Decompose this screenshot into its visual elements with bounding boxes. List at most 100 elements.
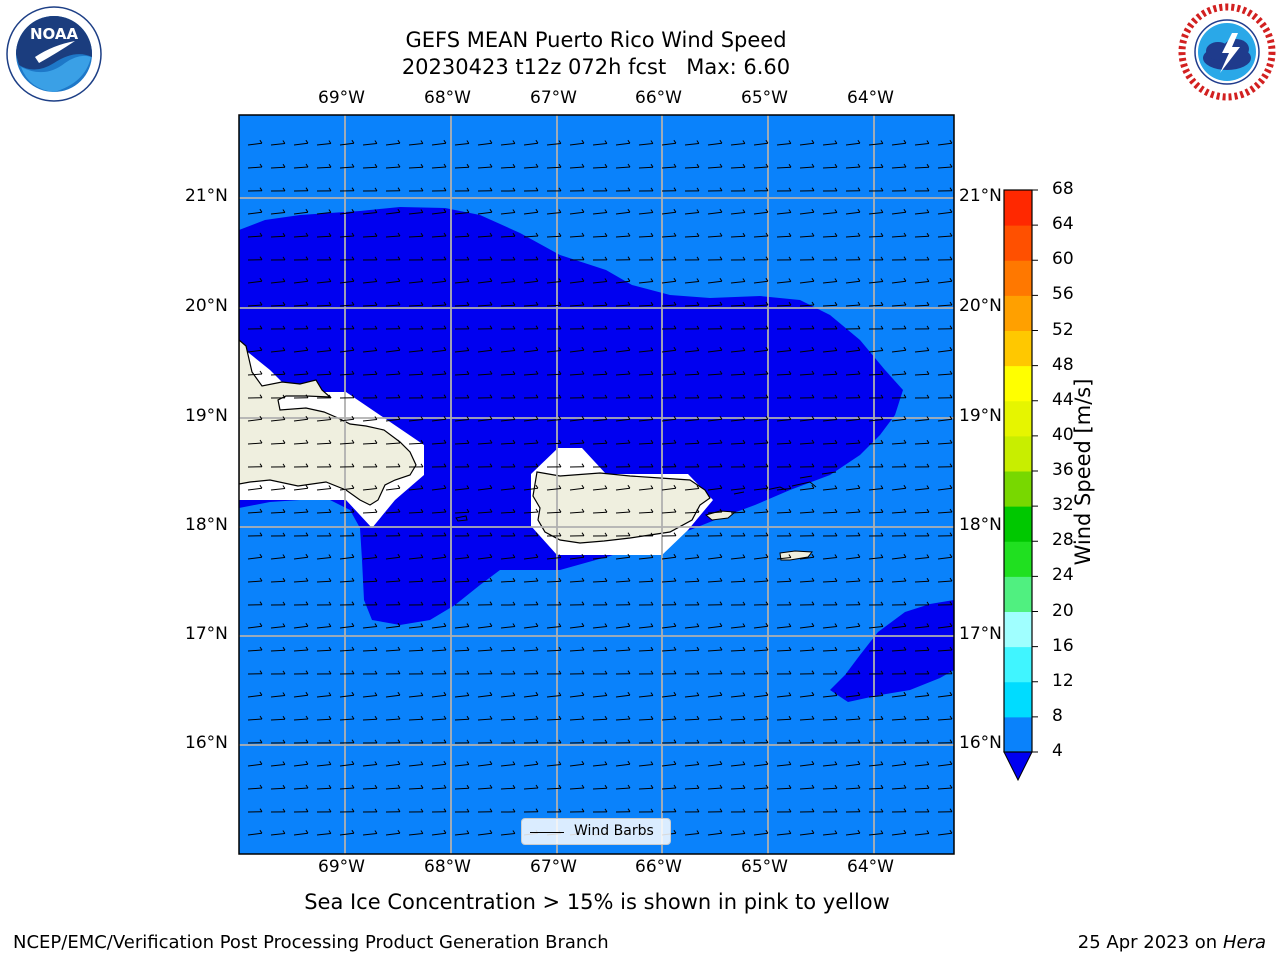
wind-barb-flag: [650, 370, 654, 375]
wind-barb-flag: [949, 415, 953, 420]
wind-barb-flag: [282, 784, 286, 789]
wind-barb-flag: [535, 808, 539, 812]
wind-barb-flag: [328, 301, 332, 306]
wind-barb: [776, 649, 792, 652]
wind-barb: [615, 235, 631, 238]
wind-barb-flag: [305, 463, 309, 467]
wind-barb-flag: [949, 622, 953, 627]
wind-barb: [454, 166, 470, 169]
wind-barb-flag: [558, 232, 562, 237]
wind-barb-flag: [719, 508, 723, 513]
wind-barb-flag: [558, 784, 562, 789]
colorbar-block: [1004, 295, 1032, 331]
wind-barb-flag: [443, 163, 447, 168]
wind-barb-flag: [949, 508, 953, 513]
wind-barb-flag: [305, 739, 309, 743]
wind-barb: [546, 143, 561, 146]
wind-barb-flag: [880, 739, 884, 744]
wind-barb-flag: [374, 256, 378, 261]
wind-barb: [661, 142, 676, 146]
wind-barb: [569, 166, 585, 169]
wind-barb-flag: [673, 139, 677, 144]
wind-barb-flag: [489, 277, 493, 282]
wind-barb-flag: [558, 808, 562, 813]
wind-barb-flag: [351, 553, 355, 558]
wind-barb-flag: [420, 670, 424, 675]
wind-barb-flag: [374, 554, 378, 558]
wind-barb-flag: [742, 278, 746, 282]
wind-barb-flag: [696, 439, 700, 444]
wind-barb-flag: [466, 739, 470, 744]
wind-barb: [753, 211, 768, 215]
wind-barb-flag: [719, 784, 723, 789]
wind-barb-flag: [466, 370, 470, 375]
wind-barb-flag: [259, 394, 263, 398]
wind-barb-flag: [512, 370, 516, 375]
wind-barb-flag: [259, 208, 263, 213]
wind-barb: [362, 626, 377, 629]
wind-barb-flag: [305, 760, 309, 765]
wind-barb-flag: [765, 622, 769, 627]
wind-barb: [500, 787, 516, 790]
wind-barb-flag: [489, 646, 493, 651]
wind-barb-flag: [650, 601, 654, 606]
wind-barb: [339, 511, 355, 514]
wind-barb: [316, 511, 332, 514]
wind-barb-flag: [834, 140, 838, 144]
wind-barb-flag: [397, 163, 401, 168]
wind-barb-flag: [811, 346, 815, 351]
wind-barb: [845, 556, 860, 560]
wind-barb: [293, 580, 309, 583]
wind-barb-flag: [282, 739, 286, 744]
wind-barb: [270, 649, 286, 652]
wind-barb-flag: [765, 232, 769, 237]
wind-barb-flag: [512, 508, 516, 513]
wind-barb: [500, 764, 515, 767]
wind-barb-flag: [466, 187, 470, 192]
wind-barb-flag: [535, 187, 539, 191]
wind-barb: [707, 442, 723, 445]
wind-barb-flag: [581, 208, 585, 213]
wind-barb: [638, 764, 653, 767]
wind-barb-flag: [443, 277, 447, 282]
colorbar-tick-label: 68: [1052, 179, 1074, 199]
wind-barb: [937, 442, 953, 445]
wind-barb: [385, 511, 401, 514]
wind-barb-flag: [305, 301, 309, 306]
footer-date: 25 Apr 2023 on Hera: [1078, 932, 1266, 953]
wind-barb: [868, 235, 884, 238]
wind-barb: [822, 350, 837, 353]
wind-barb-flag: [673, 553, 677, 558]
wind-barb-flag: [788, 232, 792, 237]
wind-barb: [822, 718, 838, 721]
wind-barb: [615, 166, 631, 169]
lat-label-right-20n: 20°N: [959, 296, 1002, 316]
wind-barb: [316, 419, 331, 422]
wind-barb-flag: [489, 829, 493, 834]
wind-barb-flag: [673, 829, 677, 834]
wind-barb: [799, 442, 815, 445]
wind-barb-flag: [581, 646, 585, 651]
wind-barb-flag: [719, 415, 723, 420]
wind-barb: [684, 143, 699, 146]
wind-barb-flag: [696, 646, 700, 651]
wind-barb-flag: [512, 140, 516, 144]
wind-barb-flag: [788, 140, 792, 144]
wind-barb-flag: [627, 208, 631, 213]
wind-barb: [523, 280, 538, 284]
wind-barb-flag: [673, 601, 677, 605]
wind-barb: [684, 166, 700, 169]
wind-barb-flag: [374, 187, 378, 192]
wind-barb: [362, 373, 378, 376]
wind-barb: [914, 695, 929, 698]
wind-barb-flag: [880, 256, 884, 261]
wind-barb: [431, 166, 447, 169]
wind-barb-flag: [443, 463, 447, 467]
wind-barb-flag: [719, 256, 723, 260]
wind-barb-flag: [420, 370, 424, 375]
wind-barb-flag: [949, 394, 953, 398]
wind-barb: [914, 580, 930, 583]
wind-barb: [431, 511, 447, 514]
wind-barb: [431, 625, 446, 629]
wind-barb-flag: [903, 208, 907, 213]
